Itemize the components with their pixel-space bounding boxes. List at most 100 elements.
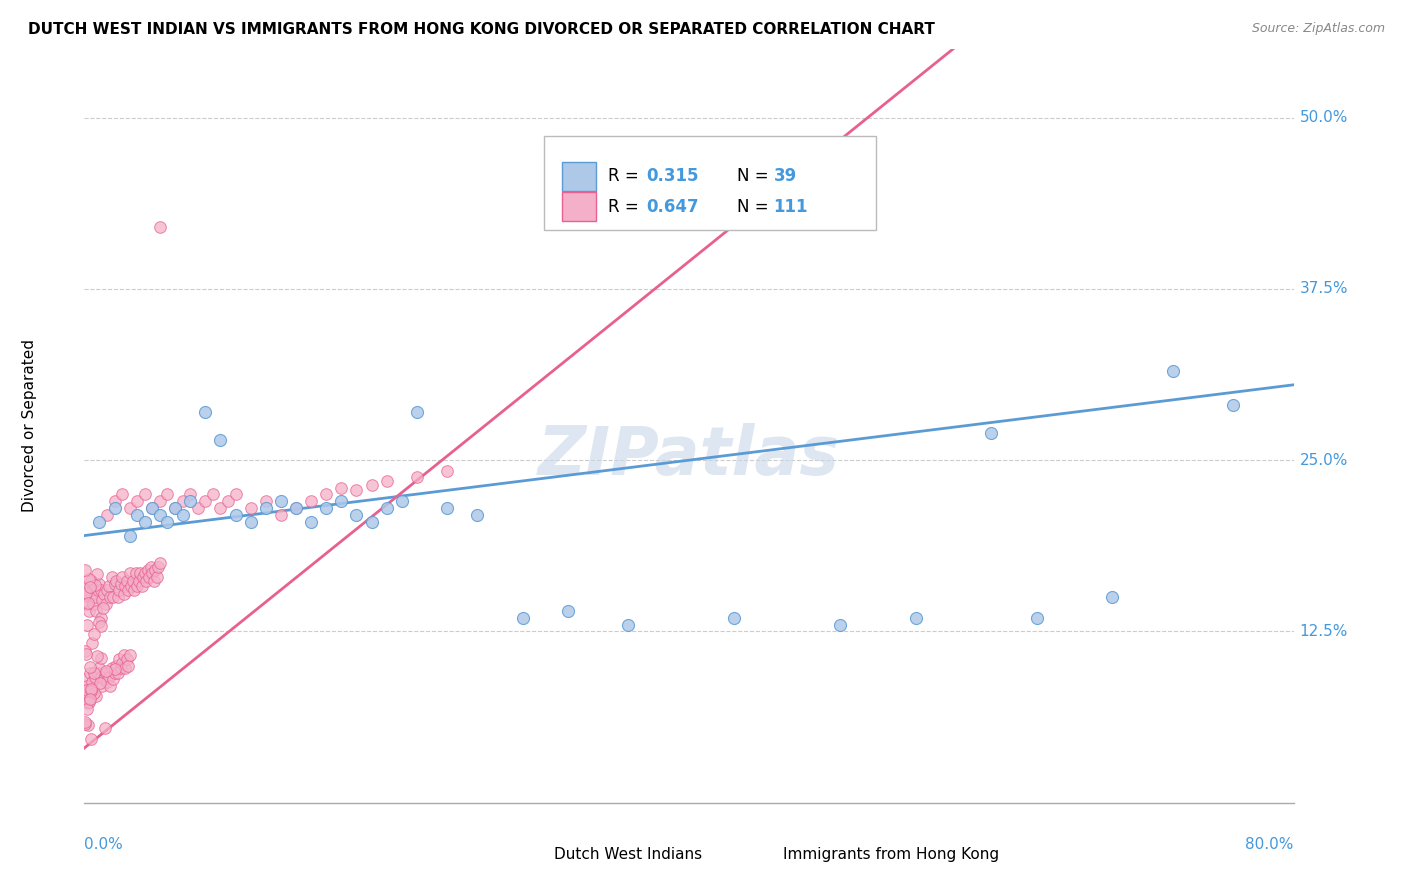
Point bbox=[86, 649, 108, 664]
Point bbox=[187, 501, 209, 516]
Point bbox=[239, 501, 262, 516]
Point bbox=[149, 220, 172, 235]
Point bbox=[284, 501, 308, 516]
Point bbox=[512, 611, 534, 625]
Point bbox=[141, 566, 163, 580]
Point bbox=[104, 665, 127, 680]
Point bbox=[96, 675, 118, 690]
Point bbox=[77, 694, 100, 708]
Point bbox=[80, 732, 103, 747]
Point bbox=[77, 696, 100, 710]
Point bbox=[86, 604, 108, 618]
Point bbox=[149, 494, 172, 508]
Point bbox=[115, 574, 138, 588]
Point bbox=[90, 619, 112, 633]
Point bbox=[201, 487, 224, 501]
Point bbox=[163, 501, 186, 516]
Point bbox=[134, 515, 156, 529]
Point bbox=[118, 501, 141, 516]
Point bbox=[84, 591, 107, 605]
Point bbox=[115, 652, 138, 666]
Text: 80.0%: 80.0% bbox=[1246, 837, 1294, 852]
Point bbox=[86, 566, 108, 581]
Point bbox=[83, 665, 105, 680]
Text: Source: ZipAtlas.com: Source: ZipAtlas.com bbox=[1251, 22, 1385, 36]
Point bbox=[75, 563, 97, 577]
Point bbox=[75, 582, 97, 596]
Point bbox=[904, 611, 927, 625]
Point bbox=[83, 627, 105, 641]
Point bbox=[125, 566, 148, 580]
Point bbox=[156, 487, 179, 501]
Point bbox=[89, 675, 111, 690]
Point bbox=[142, 574, 165, 588]
Point bbox=[117, 658, 139, 673]
Point bbox=[91, 593, 114, 607]
Point bbox=[375, 474, 398, 488]
Point bbox=[76, 617, 98, 632]
Point bbox=[75, 673, 97, 687]
Point bbox=[127, 579, 149, 593]
Point bbox=[75, 597, 97, 611]
Point bbox=[82, 597, 104, 611]
Point bbox=[75, 717, 97, 731]
Point bbox=[80, 684, 103, 698]
Point bbox=[132, 570, 155, 584]
Text: 12.5%: 12.5% bbox=[1299, 624, 1348, 639]
Point bbox=[105, 574, 128, 588]
Point bbox=[110, 576, 132, 591]
Point bbox=[111, 570, 134, 584]
Point bbox=[107, 591, 129, 605]
Point bbox=[89, 661, 111, 675]
Point bbox=[346, 508, 368, 522]
Point bbox=[129, 566, 152, 580]
Point bbox=[93, 673, 115, 687]
Point bbox=[1222, 398, 1244, 412]
Point bbox=[96, 508, 118, 522]
Point bbox=[79, 580, 101, 594]
Point bbox=[163, 501, 186, 516]
Point bbox=[179, 487, 201, 501]
Point bbox=[114, 661, 136, 675]
Point bbox=[73, 715, 96, 730]
Point bbox=[114, 579, 136, 593]
Point bbox=[83, 686, 105, 700]
Point bbox=[97, 579, 120, 593]
Point bbox=[194, 494, 217, 508]
Point bbox=[149, 556, 172, 570]
Point bbox=[127, 508, 149, 522]
Point bbox=[87, 665, 110, 680]
Text: Divorced or Separated: Divorced or Separated bbox=[22, 340, 38, 512]
Point bbox=[121, 574, 143, 588]
Point bbox=[77, 604, 100, 618]
Text: 37.5%: 37.5% bbox=[1299, 281, 1348, 296]
Point bbox=[141, 501, 163, 516]
Text: 0.0%: 0.0% bbox=[84, 837, 124, 852]
Point bbox=[84, 577, 107, 591]
Point bbox=[82, 683, 104, 698]
Point bbox=[225, 508, 247, 522]
Point bbox=[284, 501, 308, 516]
Point bbox=[179, 494, 201, 508]
Text: 25.0%: 25.0% bbox=[1299, 453, 1348, 467]
Text: N =: N = bbox=[737, 198, 775, 216]
Point bbox=[254, 501, 277, 516]
Point bbox=[346, 483, 368, 498]
Point bbox=[77, 686, 100, 700]
Point bbox=[138, 570, 160, 584]
Point bbox=[104, 494, 127, 508]
Text: 0.315: 0.315 bbox=[647, 168, 699, 186]
Point bbox=[79, 660, 101, 674]
Point bbox=[91, 679, 114, 693]
Point bbox=[111, 656, 134, 670]
Point bbox=[131, 579, 153, 593]
Text: 111: 111 bbox=[773, 198, 808, 216]
Point bbox=[80, 681, 103, 696]
Point bbox=[557, 604, 579, 618]
Point bbox=[93, 587, 115, 601]
Text: N =: N = bbox=[737, 168, 775, 186]
Point bbox=[89, 576, 111, 591]
Point bbox=[122, 583, 145, 598]
Point bbox=[84, 670, 107, 684]
Text: DUTCH WEST INDIAN VS IMMIGRANTS FROM HONG KONG DIVORCED OR SEPARATED CORRELATION: DUTCH WEST INDIAN VS IMMIGRANTS FROM HON… bbox=[28, 22, 935, 37]
